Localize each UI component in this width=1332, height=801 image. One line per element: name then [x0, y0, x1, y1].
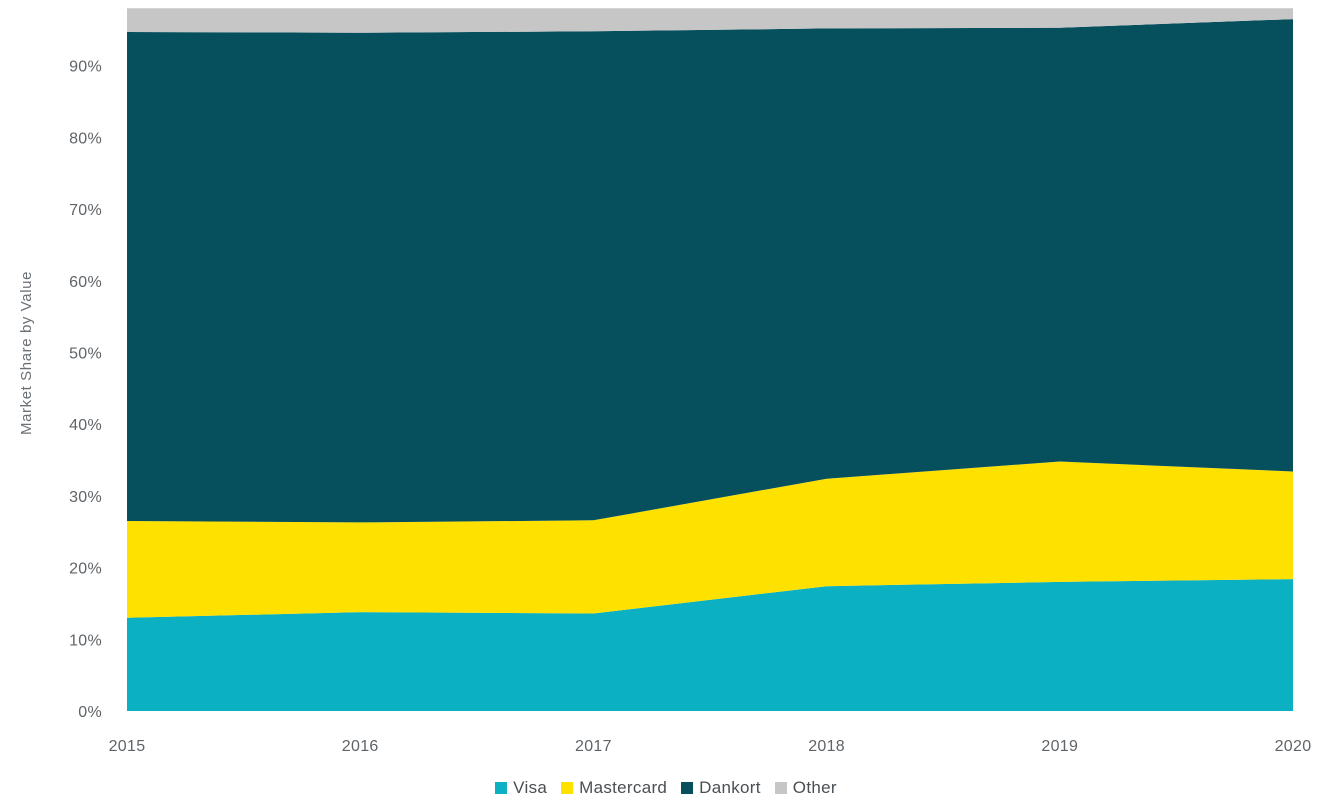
- legend-item-other: Other: [774, 778, 837, 798]
- area-visa: [127, 579, 1293, 711]
- y-tick-label: 90%: [69, 59, 102, 76]
- areas-layer: [127, 8, 1293, 711]
- legend-item-visa: Visa: [495, 778, 547, 798]
- x-tick-label: 2020: [1275, 738, 1312, 755]
- y-tick-label: 30%: [69, 489, 102, 506]
- legend-swatch: [774, 782, 787, 794]
- y-axis-title: Market Share by Value: [18, 271, 35, 435]
- area-mastercard: [127, 461, 1293, 618]
- x-tick-label: 2016: [342, 738, 379, 755]
- legend-swatch: [681, 782, 694, 794]
- x-tick-label: 2015: [109, 738, 146, 755]
- area-dankort: [127, 19, 1293, 523]
- legend-swatch: [495, 782, 508, 794]
- y-axis: 0% 10% 20% 30% 40% 50% 60% 70% 80% 90%: [69, 59, 102, 721]
- legend-label: Dankort: [699, 778, 761, 797]
- x-tick-label: 2017: [575, 738, 612, 755]
- x-tick-label: 2019: [1041, 738, 1078, 755]
- legend-swatch: [561, 782, 574, 794]
- legend-item-mastercard: Mastercard: [561, 778, 667, 798]
- y-tick-label: 60%: [69, 274, 102, 291]
- legend: Visa Mastercard Dankort Other: [0, 778, 1332, 798]
- area-other: [127, 8, 1293, 33]
- legend-item-dankort: Dankort: [681, 778, 761, 798]
- x-tick-label: 2018: [808, 738, 845, 755]
- y-tick-label: 80%: [69, 130, 102, 147]
- legend-label: Mastercard: [579, 778, 668, 797]
- x-axis: 2015 2016 2017 2018 2019 2020: [109, 738, 1312, 755]
- y-tick-label: 10%: [69, 632, 102, 649]
- y-tick-label: 40%: [69, 417, 102, 434]
- y-tick-label: 20%: [69, 561, 102, 578]
- legend-label: Other: [792, 778, 837, 797]
- y-tick-label: 70%: [69, 202, 102, 219]
- y-tick-label: 0%: [78, 704, 102, 721]
- legend-label: Visa: [513, 778, 548, 797]
- y-tick-label: 50%: [69, 346, 102, 363]
